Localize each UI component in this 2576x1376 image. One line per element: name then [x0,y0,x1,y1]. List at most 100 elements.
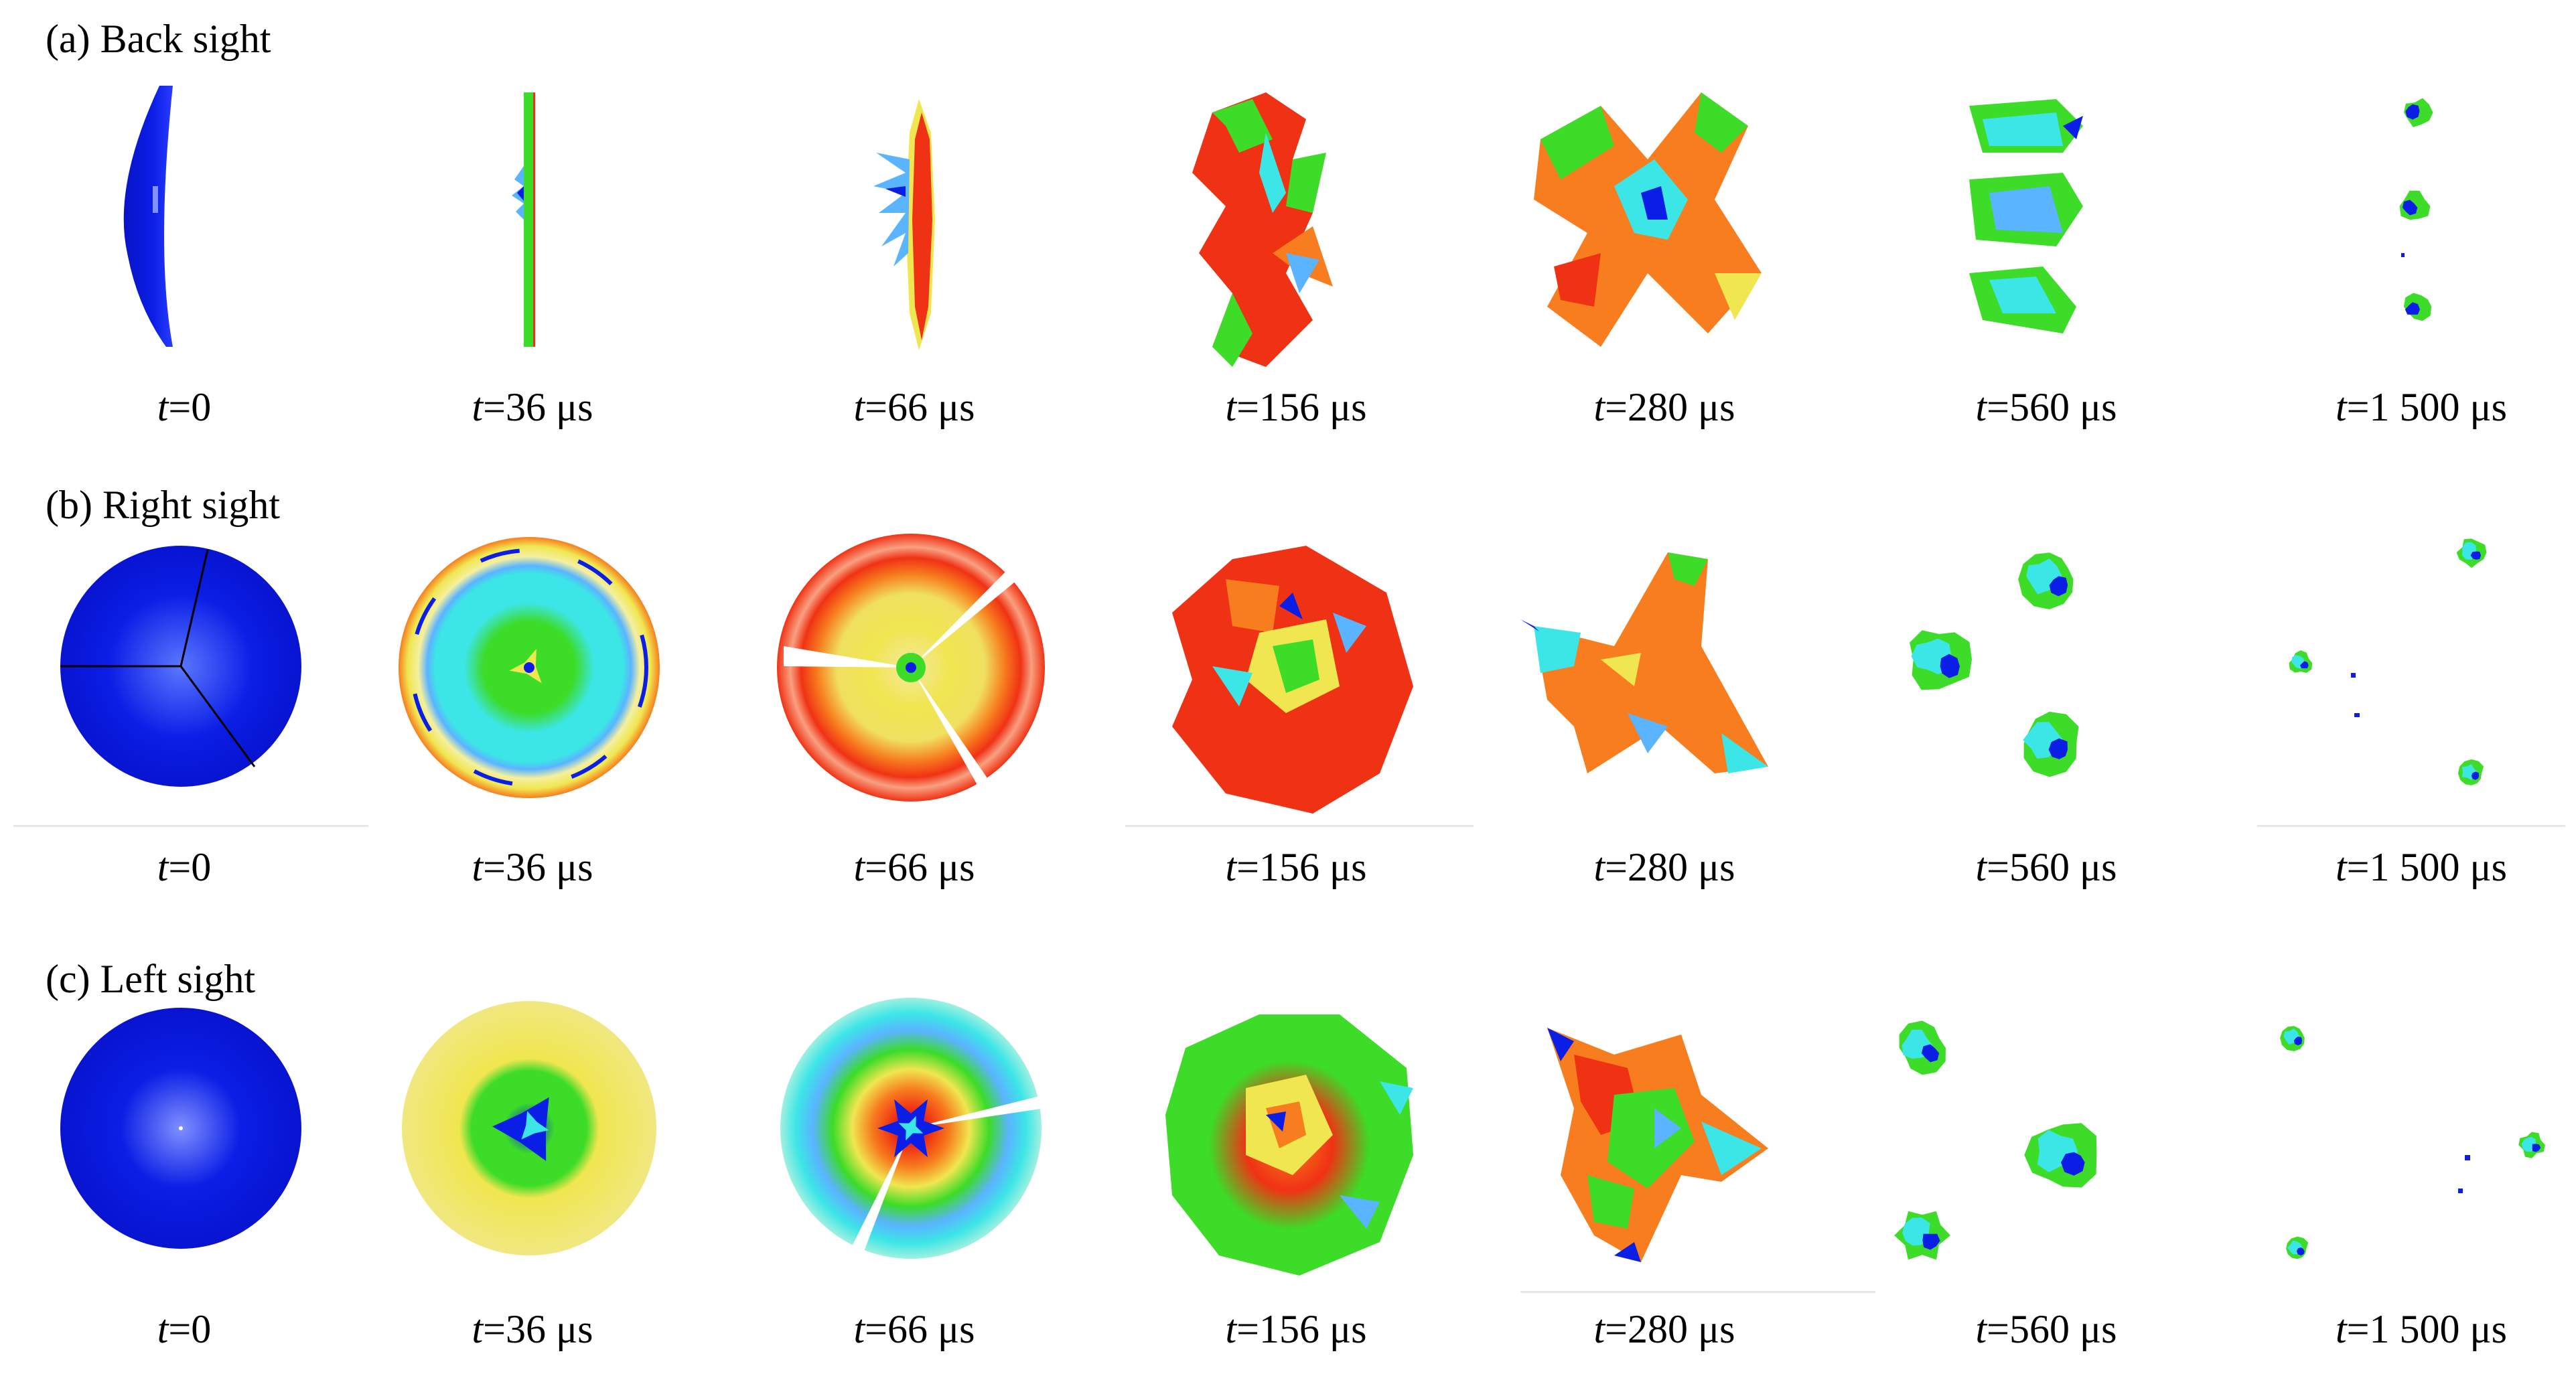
time-variable: t [1225,1307,1237,1351]
time-value: =1 500 μs [2346,385,2508,429]
time-caption: t=560 μs [1862,387,2230,427]
time-variable: t [1593,845,1605,889]
time-value: =560 μs [1987,385,2117,429]
simulation-image [777,534,1045,801]
time-caption: t=0 [0,1309,368,1349]
time-variable: t [853,845,865,889]
time-variable: t [1593,385,1605,429]
time-caption: t=0 [0,847,368,887]
row-c-title: (c) Left sight [46,957,256,1001]
frame-b-3: t=66 μs [730,512,1098,914]
simulation-image [1894,1020,2097,1260]
time-value: =36 μs [483,385,593,429]
time-variable: t [853,1307,865,1351]
frame-c-3: t=66 μs [730,974,1098,1376]
time-value: =36 μs [483,1307,593,1351]
time-variable: t [1975,845,1987,889]
row-b-title: (b) Right sight [46,483,281,527]
simulation-image [1192,92,1333,367]
time-caption: t=0 [0,387,368,427]
time-value: =280 μs [1605,385,1735,429]
simulation-image [780,998,1045,1269]
simulation-image [1520,552,1768,773]
time-caption: t=1 500 μs [2237,387,2576,427]
simulation-image [402,1001,656,1255]
time-value: =560 μs [1987,1307,2117,1351]
time-variable: t [472,1307,484,1351]
separator-line [2257,825,2565,827]
simulation-image [512,92,535,347]
time-caption: t=36 μs [348,387,717,427]
time-variable: t [2335,385,2347,429]
frame-a-5: t=280 μs [1480,52,1849,454]
time-variable: t [2335,1307,2347,1351]
frame-c-1: t=0 [0,974,368,1376]
simulation-image [873,99,935,350]
time-variable: t [157,385,169,429]
time-variable: t [1593,1307,1605,1351]
time-caption: t=66 μs [730,1309,1098,1349]
time-value: =156 μs [1236,385,1367,429]
time-value: =280 μs [1605,845,1735,889]
time-value: =156 μs [1236,1307,1367,1351]
frame-b-2: t=36 μs [348,512,717,914]
simulation-image [1534,92,1762,347]
time-caption: t=156 μs [1112,387,1480,427]
time-variable: t [853,385,865,429]
time-caption: t=560 μs [1862,1309,2230,1349]
frame-b-6: t=560 μs [1862,512,2230,914]
simulation-image [60,546,301,787]
frame-c-4: t=156 μs [1112,974,1480,1376]
time-variable: t [472,845,484,889]
time-caption: t=1 500 μs [2237,1309,2576,1349]
frame-b-4: t=156 μs [1112,512,1480,914]
time-variable: t [157,1307,169,1351]
simulation-image [1547,1028,1768,1262]
frame-a-1: t=0 [0,52,368,454]
frame-b-5: t=280 μs [1480,512,1849,914]
frame-c-5: t=280 μs [1480,974,1849,1376]
frame-a-2: t=36 μs [348,52,717,454]
frame-a-6: t=560 μs [1862,52,2230,454]
time-value: =280 μs [1605,1307,1735,1351]
time-value: =0 [168,385,212,429]
separator-line [1125,825,1474,827]
simulation-image [1165,1014,1413,1276]
separator-line [13,825,368,827]
time-caption: t=1 500 μs [2237,847,2576,887]
time-caption: t=560 μs [1862,847,2230,887]
simulation-image [1969,99,2083,333]
time-caption: t=280 μs [1480,847,1849,887]
time-variable: t [1975,385,1987,429]
time-caption: t=66 μs [730,847,1098,887]
time-value: =66 μs [865,845,975,889]
simulation-image [399,537,660,798]
frame-b-1: t=0 [0,512,368,914]
time-value: =36 μs [483,845,593,889]
time-variable: t [157,845,169,889]
time-caption: t=280 μs [1480,1309,1849,1349]
time-value: =1 500 μs [2346,1307,2508,1351]
time-value: =66 μs [865,1307,975,1351]
time-caption: t=156 μs [1112,1309,1480,1349]
simulation-image [60,1008,301,1249]
time-value: =66 μs [865,385,975,429]
simulation-image [123,86,173,347]
time-value: =156 μs [1236,845,1367,889]
time-value: =560 μs [1987,845,2117,889]
simulation-image [2280,1026,2545,1259]
time-caption: t=66 μs [730,387,1098,427]
frame-a-7: t=1 500 μs [2237,52,2576,454]
frame-b-7: t=1 500 μs [2237,512,2576,914]
time-caption: t=280 μs [1480,387,1849,427]
time-caption: t=36 μs [348,847,717,887]
simulation-image [1172,546,1413,814]
time-variable: t [1225,385,1237,429]
time-value: =0 [168,1307,212,1351]
time-variable: t [1225,845,1237,889]
time-value: =0 [168,845,212,889]
frame-c-7: t=1 500 μs [2237,974,2576,1376]
separator-line [1520,1291,1875,1293]
row-a-title: (a) Back sight [46,17,271,61]
frame-c-6: t=560 μs [1862,974,2230,1376]
